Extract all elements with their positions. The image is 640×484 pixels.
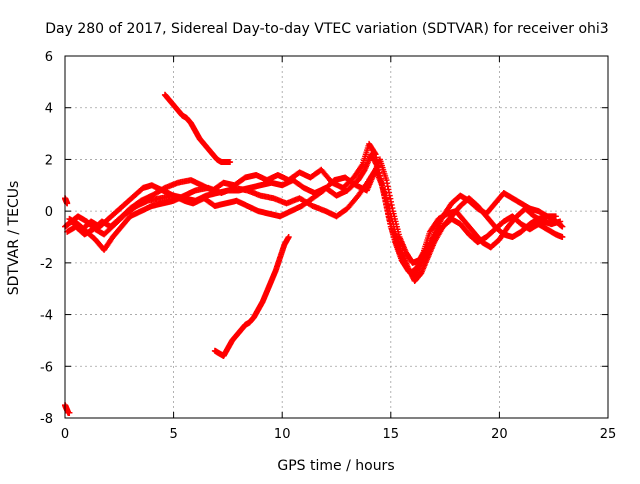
y-tick-label: -8 [40,412,53,427]
x-tick-label: 20 [491,427,508,442]
y-tick-label: -4 [40,309,53,324]
chart-title: Day 280 of 2017, Sidereal Day-to-day VTE… [45,21,608,37]
series-track-2 [66,166,566,284]
x-axis-label: GPS time / hours [277,458,394,474]
x-tick-label: 15 [383,427,400,442]
plot-area [62,91,566,416]
data-point [552,213,559,220]
series-track-7 [62,402,73,416]
data-point [559,223,566,230]
x-tick-label: 0 [61,427,69,442]
y-tick-label: 6 [45,50,53,65]
y-axis-label: SDTVAR / TECUs [6,181,22,296]
series-track-6 [211,234,292,359]
axis-ticks: 0 5 10 15 20 25 -8 -6 -4 -2 0 2 4 6 [40,50,616,442]
data-point [559,234,566,240]
y-tick-label: 0 [45,205,53,220]
y-tick-label: 2 [45,153,53,168]
plot-frame [64,55,609,419]
y-tick-label: 4 [45,102,53,117]
x-tick-label: 10 [274,427,291,442]
series-track-4 [64,140,566,279]
x-tick-label: 5 [169,427,177,442]
y-tick-label: -6 [40,360,53,375]
series-track-5 [161,91,234,166]
grid [65,56,608,418]
x-tick-label: 25 [600,427,617,442]
data-point [285,234,292,240]
data-point [358,162,365,169]
data-point [66,409,73,416]
y-tick-label: -2 [40,257,53,272]
data-point [227,159,234,166]
